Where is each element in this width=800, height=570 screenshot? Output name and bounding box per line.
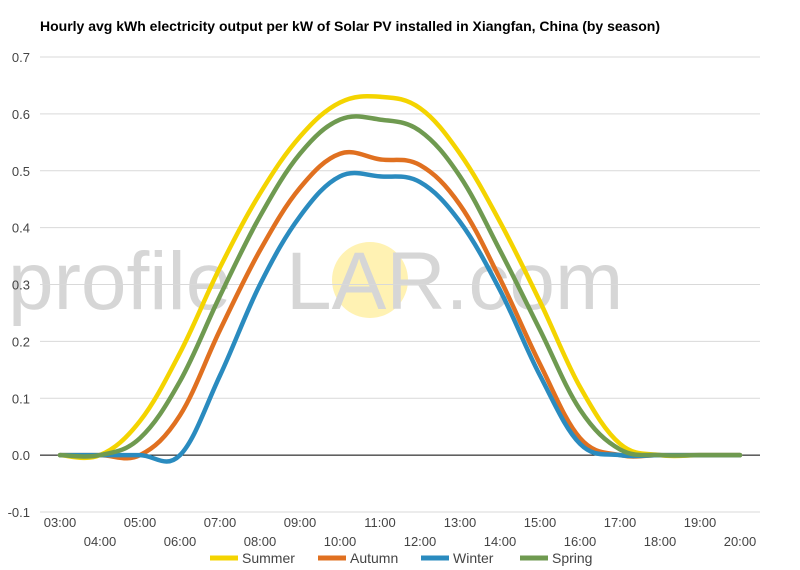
y-tick-label: 0.4 bbox=[12, 221, 30, 236]
x-tick-label: 03:00 bbox=[44, 515, 77, 530]
series-line-spring bbox=[57, 114, 743, 459]
x-tick-label: 18:00 bbox=[644, 534, 677, 549]
y-tick-label: 0.5 bbox=[12, 164, 30, 179]
gridlines bbox=[40, 56, 760, 513]
legend-label-summer: Summer bbox=[242, 550, 295, 566]
watermark-sun-icon bbox=[332, 242, 408, 318]
x-tick-label: 11:00 bbox=[364, 515, 396, 530]
x-axis-ticks: 03:00 04:00 05:00 06:00 07:00 08:00 09:00 10:00… bbox=[44, 515, 757, 549]
x-tick-label: 07:00 bbox=[204, 515, 237, 530]
y-tick-label: 0.7 bbox=[12, 50, 30, 65]
x-tick-label: 15:00 bbox=[524, 515, 557, 530]
x-tick-label: 09:00 bbox=[284, 515, 317, 530]
legend: Summer Autumn Winter Spring bbox=[210, 550, 592, 566]
x-tick-label: 17:00 bbox=[604, 515, 637, 530]
y-tick-label: 0.3 bbox=[12, 278, 30, 293]
y-tick-label: 0.1 bbox=[12, 391, 30, 406]
legend-label-spring: Spring bbox=[552, 550, 592, 566]
x-tick-label: 10:00 bbox=[324, 534, 357, 549]
y-tick-label: 0.2 bbox=[12, 334, 30, 349]
watermark-text: profileSLAR.com bbox=[8, 236, 623, 327]
y-tick-label: 0.6 bbox=[12, 107, 30, 122]
legend-label-winter: Winter bbox=[453, 550, 494, 566]
x-tick-label: 13:00 bbox=[444, 515, 477, 530]
x-tick-label: 20:00 bbox=[724, 534, 757, 549]
chart-title: Hourly avg kWh electricity output per kW… bbox=[40, 18, 660, 34]
x-tick-label: 16:00 bbox=[564, 534, 597, 549]
y-tick-label: 0.0 bbox=[12, 448, 30, 463]
profilesolar-watermark: profileSLAR.com bbox=[8, 236, 623, 327]
legend-label-autumn: Autumn bbox=[350, 550, 398, 566]
series-lines bbox=[57, 94, 743, 464]
x-tick-label: 06:00 bbox=[164, 534, 197, 549]
x-tick-label: 05:00 bbox=[124, 515, 157, 530]
x-tick-label: 08:00 bbox=[244, 534, 277, 549]
series-line-winter bbox=[57, 170, 743, 464]
x-tick-label: 19:00 bbox=[684, 515, 717, 530]
y-axis-ticks: -0.1 0.0 0.1 0.2 0.3 0.4 0.5 0.6 0.7 bbox=[8, 50, 30, 520]
y-tick-label: -0.1 bbox=[8, 505, 30, 520]
series-line-summer bbox=[57, 94, 743, 461]
x-tick-label: 04:00 bbox=[84, 534, 117, 549]
x-tick-label: 14:00 bbox=[484, 534, 517, 549]
x-tick-label: 12:00 bbox=[404, 534, 437, 549]
